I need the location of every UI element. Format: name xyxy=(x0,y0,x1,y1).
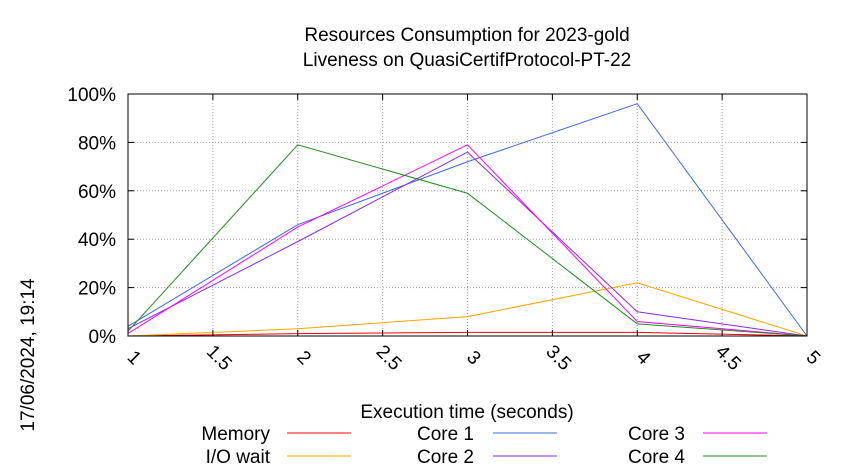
timestamp-label: 17/06/2024, 19:14 xyxy=(18,278,39,432)
x-tick-label: 4.5 xyxy=(711,341,745,375)
x-tick-label: 3.5 xyxy=(541,341,575,375)
x-axis-label: Execution time (seconds) xyxy=(360,402,573,423)
chart-subtitle: Liveness on QuasiCertifProtocol-PT-22 xyxy=(303,50,631,71)
y-tick-label: 40% xyxy=(78,230,116,251)
y-tick-label: 0% xyxy=(89,327,117,348)
legend-label-i-o-wait: I/O wait xyxy=(206,447,271,468)
plot-frame xyxy=(127,93,808,337)
legend-label-core-1: Core 1 xyxy=(417,424,474,445)
x-tick-label: 5 xyxy=(802,347,824,369)
x-tick-label: 2.5 xyxy=(372,341,406,375)
x-tick-label: 4 xyxy=(632,347,655,370)
legend-label-core-4: Core 4 xyxy=(628,447,685,468)
legend-label-core-2: Core 2 xyxy=(417,447,474,468)
x-tick-label: 1.5 xyxy=(202,341,236,375)
series-line-i-o-wait xyxy=(127,282,808,337)
series-line-core-2 xyxy=(127,151,808,337)
chart-title: Resources Consumption for 2023-gold xyxy=(304,25,629,46)
x-tick-label: 2 xyxy=(292,347,314,369)
series-line-core-3 xyxy=(127,144,808,337)
legend-label-core-3: Core 3 xyxy=(628,424,685,445)
y-tick-labels: 0% 20% 40% 60% 80% 100% xyxy=(67,85,116,348)
series-line-core-1 xyxy=(127,103,808,337)
axes xyxy=(127,93,808,337)
legend-label-memory: Memory xyxy=(201,424,270,445)
y-tick-label: 100% xyxy=(67,85,116,106)
y-tick-label: 20% xyxy=(78,279,116,300)
y-tick-label: 80% xyxy=(78,133,116,154)
y-tick-label: 60% xyxy=(78,182,116,203)
grid xyxy=(127,93,808,337)
x-tick-label: 3 xyxy=(462,347,484,369)
x-tick-label: 1 xyxy=(123,347,145,369)
series-line-core-4 xyxy=(127,144,808,337)
x-tick-labels: 1 1.5 2 2.5 3 3.5 4 4.5 5 xyxy=(123,341,824,375)
